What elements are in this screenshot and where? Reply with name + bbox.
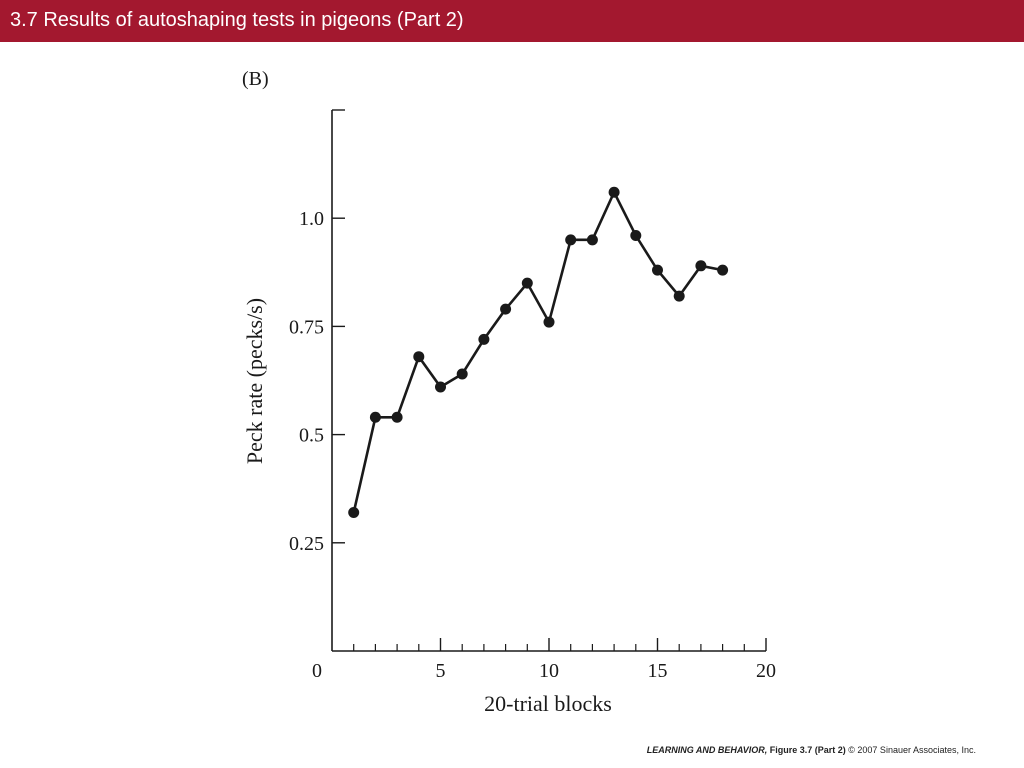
x-tick-label: 5 xyxy=(436,660,446,682)
data-point xyxy=(369,411,381,423)
series-line xyxy=(352,189,723,513)
x-axis-label: 20-trial blocks xyxy=(484,691,612,716)
data-point xyxy=(521,277,533,289)
x-tick-label: 20 xyxy=(756,660,776,682)
x-tick-label: 10 xyxy=(539,660,559,682)
data-point xyxy=(348,507,360,519)
data-point xyxy=(435,381,446,393)
data-point xyxy=(391,411,403,423)
x-tick-label: 0 xyxy=(312,660,322,682)
data-point xyxy=(586,234,598,246)
data-point xyxy=(652,264,663,276)
y-tick-label: 1.0 xyxy=(299,208,324,230)
data-point xyxy=(608,186,620,198)
data-point xyxy=(565,234,577,246)
y-tick-label: 0.25 xyxy=(289,533,324,555)
copyright-footer: LEARNING AND BEHAVIOR, Figure 3.7 (Part … xyxy=(647,745,976,755)
y-axis-label: Peck rate (pecks/s) xyxy=(242,298,267,464)
figure-reference: Figure 3.7 (Part 2) xyxy=(769,745,846,755)
data-point xyxy=(500,303,512,315)
copyright-text: © 2007 Sinauer Associates, Inc. xyxy=(848,745,976,755)
slide-title: 3.7 Results of autoshaping tests in pige… xyxy=(10,9,464,31)
data-point xyxy=(695,260,707,272)
x-tick-label: 15 xyxy=(648,660,668,682)
data-point xyxy=(630,230,642,242)
y-tick-label: 0.5 xyxy=(299,425,324,447)
book-title: LEARNING AND BEHAVIOR, xyxy=(646,745,768,755)
data-point xyxy=(456,368,468,380)
data-points xyxy=(348,186,729,519)
peck-rate-line-chart: (B) 0.25 0.5 0.75 1.0 0 5 10 15 20 20-trial bloc… xyxy=(242,68,776,716)
data-point xyxy=(717,264,729,276)
slide-title-bar: 3.7 Results of autoshaping tests in pige… xyxy=(0,0,1024,42)
axis-ticks xyxy=(332,109,767,651)
axis-tick-labels: 0.25 0.5 0.75 1.0 0 5 10 15 20 xyxy=(289,208,776,682)
data-point xyxy=(543,316,555,328)
data-point xyxy=(413,351,425,363)
panel-label: (B) xyxy=(242,68,269,90)
data-point xyxy=(673,290,685,302)
data-point xyxy=(478,333,490,345)
y-tick-label: 0.75 xyxy=(289,316,324,338)
